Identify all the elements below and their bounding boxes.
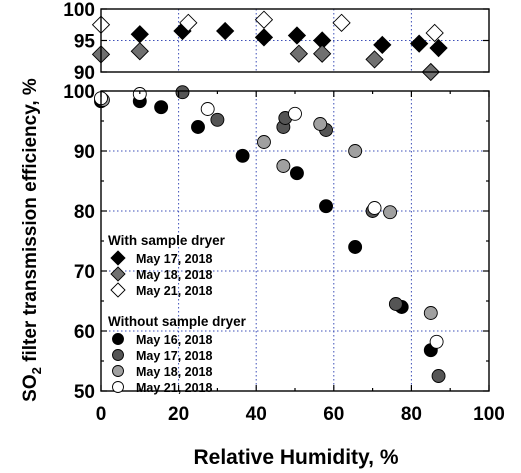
data-point-circle	[112, 365, 124, 377]
x-tick-label: 60	[323, 404, 344, 425]
data-point-circle	[175, 85, 190, 100]
y-tick-label: 60	[74, 322, 95, 343]
data-point-diamond	[365, 50, 384, 69]
data-point-circle	[348, 240, 363, 254]
data-point-diamond	[216, 21, 235, 41]
data-point-circle	[276, 159, 291, 173]
data-point-circle	[289, 166, 304, 181]
top-panel-points	[91, 10, 448, 82]
legend-title-without-dryer: Without sample dryer	[108, 314, 247, 329]
data-point-diamond	[429, 38, 448, 58]
data-point-circle	[200, 102, 215, 116]
data-point-circle	[367, 201, 382, 215]
y-tick-label-top: 90	[74, 63, 95, 84]
data-point-circle	[423, 306, 438, 320]
main-panel-points	[94, 85, 446, 383]
y-axis-label: SO2 filter transmission efficiency, %	[20, 78, 44, 402]
data-point-diamond	[130, 42, 149, 61]
x-tick-label: 80	[401, 404, 422, 425]
data-point-circle	[154, 100, 169, 115]
data-point-diamond	[110, 266, 126, 282]
x-tick-label: 0	[96, 404, 107, 425]
data-point-circle	[191, 120, 205, 134]
data-point-circle	[210, 112, 225, 127]
x-tick-label: 40	[246, 404, 267, 425]
data-point-circle	[319, 199, 333, 214]
x-tick-label: 100	[473, 404, 505, 425]
y-tick-label: 100	[63, 82, 95, 103]
legend-title-with-dryer: With sample dryer	[108, 233, 226, 248]
data-point-circle	[431, 369, 446, 383]
y-tick-label-top: 95	[74, 32, 96, 53]
data-point-circle	[112, 349, 124, 361]
data-point-diamond	[410, 34, 429, 53]
data-point-circle	[383, 205, 398, 220]
data-point-circle	[313, 117, 328, 131]
legend-entry-without-dryer: May 21, 2018	[136, 381, 212, 395]
legend-entry-with-dryer: May 21, 2018	[136, 284, 212, 298]
axis-ticks	[100, 8, 490, 392]
top-panel-grid	[101, 9, 489, 72]
legend-entry-without-dryer: May 16, 2018	[136, 333, 212, 347]
legend: With sample dryer May 17, 2018 May 18, 201…	[108, 233, 247, 395]
data-point-circle	[235, 148, 250, 163]
data-point-circle	[112, 381, 124, 393]
data-point-diamond	[179, 13, 198, 32]
data-point-diamond	[110, 282, 126, 298]
data-point-circle	[429, 334, 444, 349]
data-point-diamond	[373, 35, 392, 55]
data-point-diamond	[313, 44, 332, 63]
legend-entry-without-dryer: May 18, 2018	[136, 365, 212, 379]
legend-entry-with-dryer: May 17, 2018	[136, 252, 212, 266]
data-point-diamond	[287, 26, 307, 45]
data-point-circle	[257, 135, 271, 149]
y-tick-label: 90	[74, 142, 95, 163]
data-point-diamond	[110, 250, 126, 266]
data-point-circle	[112, 333, 124, 345]
legend-entry-without-dryer: May 17, 2018	[136, 349, 212, 363]
data-point-diamond	[254, 28, 274, 47]
y-tick-label-top: 100	[63, 0, 95, 21]
y-tick-label: 80	[74, 202, 95, 223]
data-point-diamond	[289, 44, 309, 63]
data-point-diamond	[425, 23, 444, 43]
data-point-circle	[388, 297, 403, 311]
legend-entry-with-dryer: May 18, 2018	[136, 268, 212, 282]
data-point-circle	[348, 144, 363, 158]
data-point-circle	[288, 106, 302, 121]
data-point-diamond	[332, 13, 351, 32]
y-tick-label: 50	[74, 382, 95, 403]
main-panel-grid	[101, 91, 489, 391]
x-tick-label: 20	[168, 404, 189, 425]
x-axis-label: Relative Humidity, %	[194, 446, 399, 469]
data-point-diamond	[254, 10, 274, 29]
y-tick-label: 70	[74, 262, 95, 283]
